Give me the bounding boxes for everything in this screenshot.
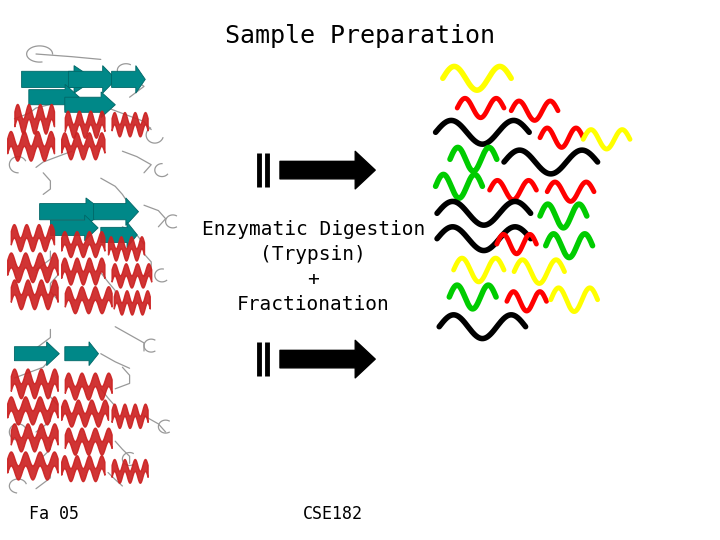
FancyArrow shape [50, 215, 98, 241]
Text: CSE182: CSE182 [302, 505, 362, 523]
FancyArrow shape [101, 222, 138, 248]
Text: Fa 05: Fa 05 [29, 505, 78, 523]
FancyArrow shape [68, 65, 116, 93]
FancyArrow shape [14, 342, 59, 366]
FancyArrow shape [22, 65, 94, 93]
FancyArrow shape [65, 342, 99, 366]
FancyArrow shape [94, 198, 138, 226]
FancyArrow shape [40, 198, 104, 226]
FancyArrow shape [65, 92, 115, 118]
FancyArrow shape [29, 84, 79, 110]
Text: Enzymatic Digestion
(Trypsin)
+
Fractionation: Enzymatic Digestion (Trypsin) + Fraction… [202, 220, 425, 314]
Text: Sample Preparation: Sample Preparation [225, 24, 495, 48]
FancyArrow shape [112, 65, 145, 93]
